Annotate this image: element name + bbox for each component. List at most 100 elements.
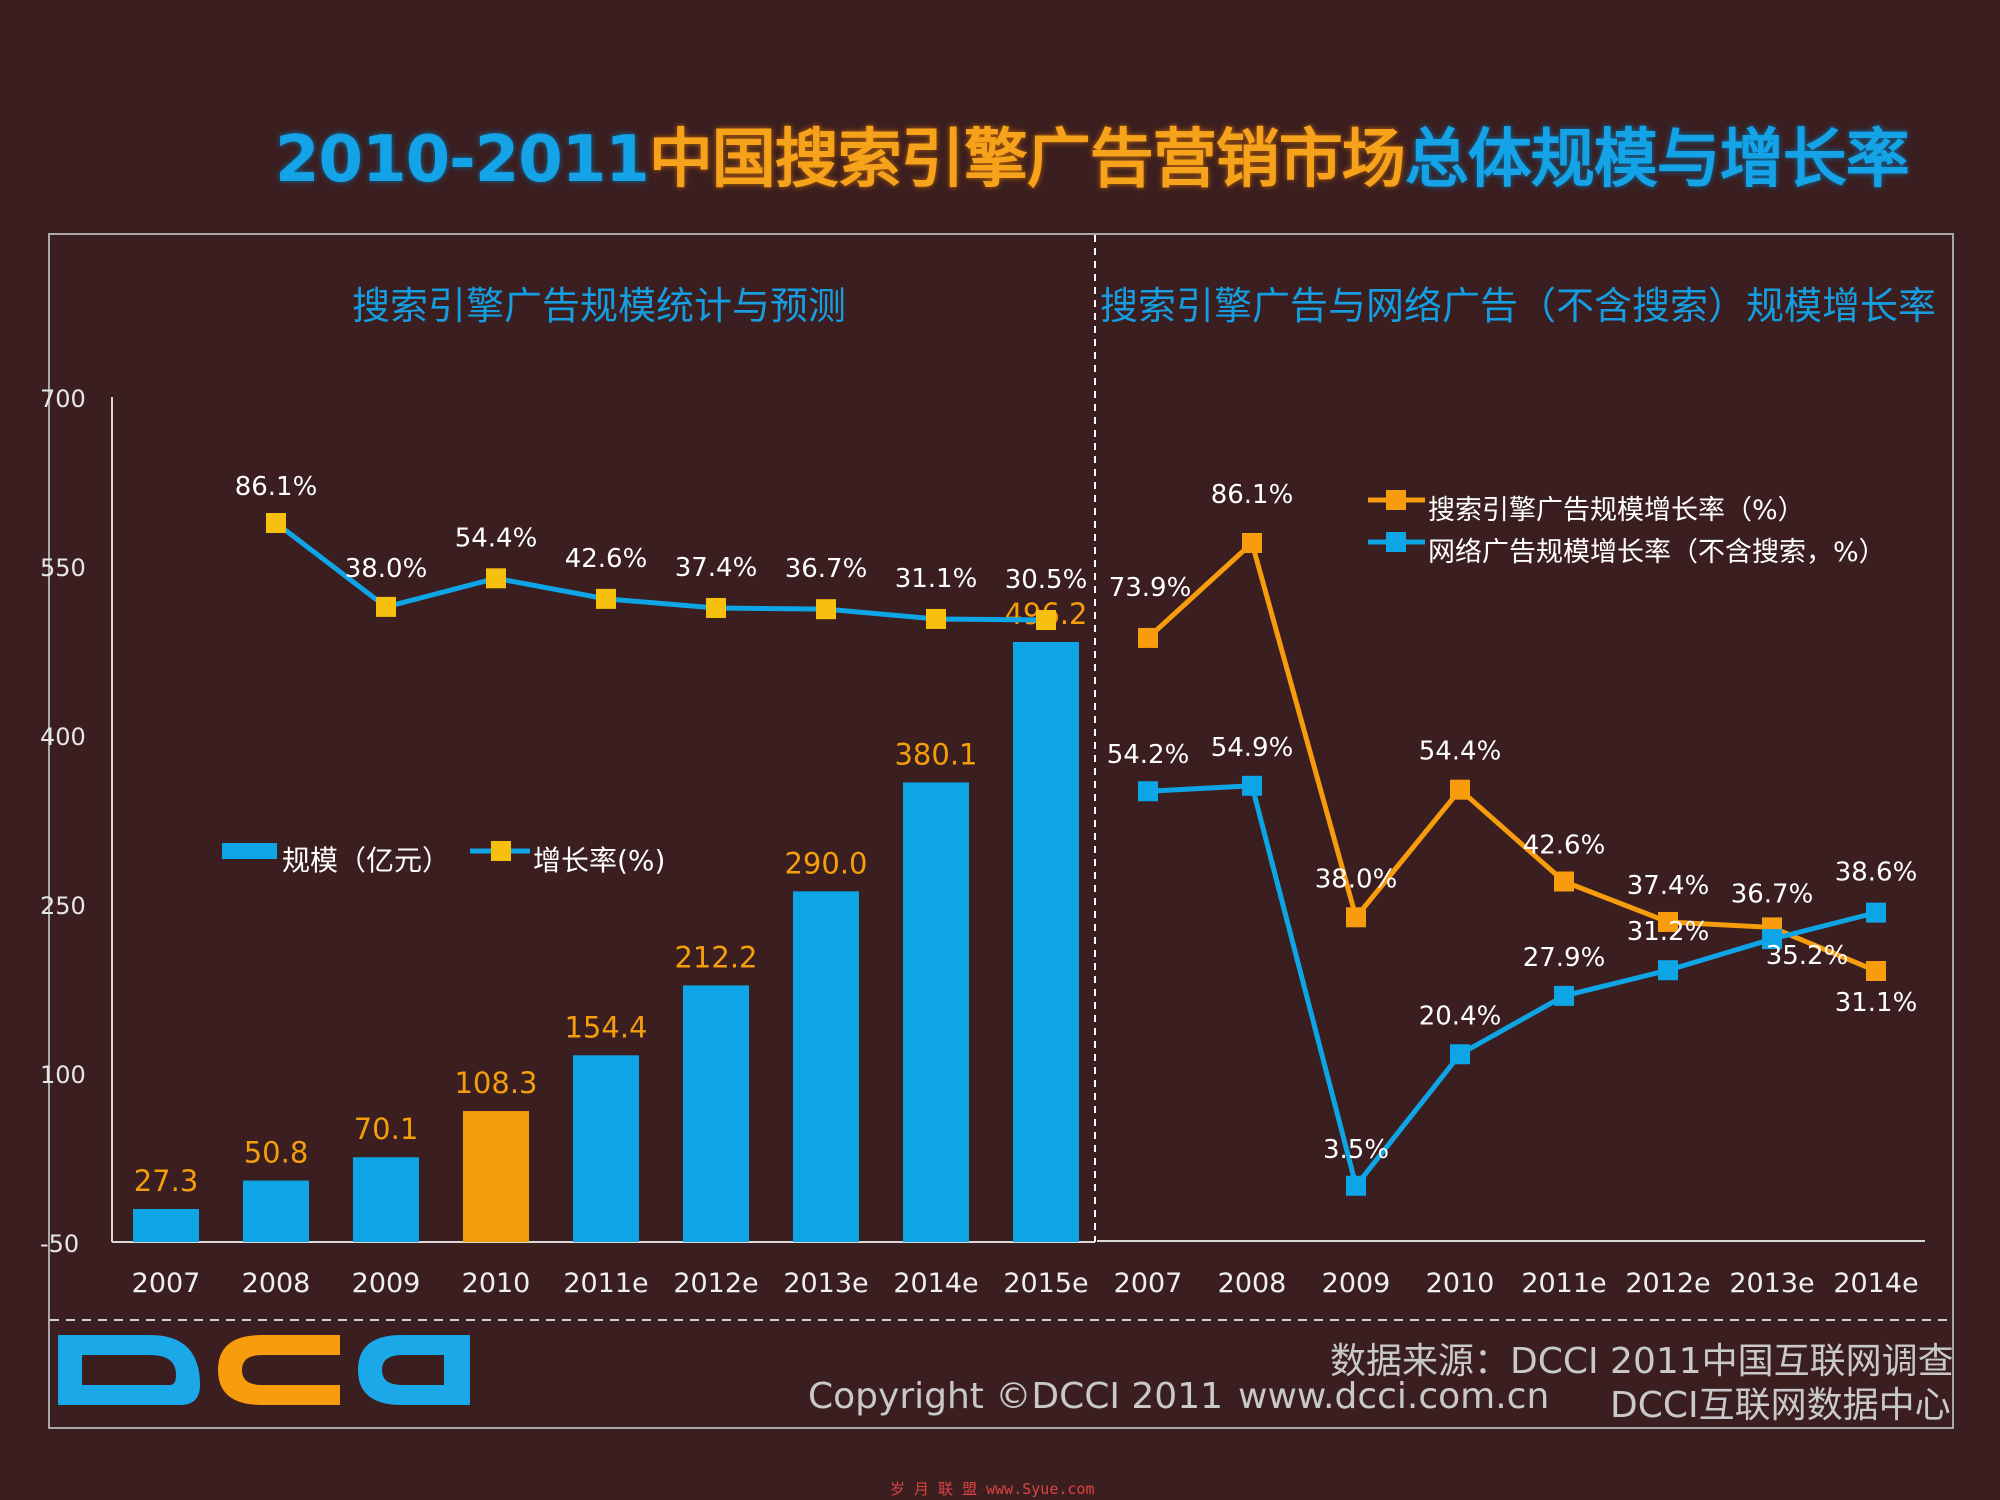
search-growth-label: 86.1% (1211, 480, 1294, 510)
y-tick-label: 100 (40, 1061, 86, 1089)
search-growth-label: 37.4% (1627, 871, 1710, 901)
growth-marker (816, 599, 836, 620)
growth-data-label: 31.1% (895, 564, 978, 594)
network-growth-label: 31.2% (1627, 917, 1710, 947)
bar-data-label: 212.2 (674, 940, 757, 974)
x-tick-label: 2013e (1729, 1268, 1814, 1299)
x-tick-label: 2007 (1114, 1268, 1183, 1299)
x-tick-label: 2014e (1833, 1268, 1918, 1299)
y-tick-label: 550 (40, 554, 86, 582)
growth-marker (926, 608, 946, 629)
bar-data-label: 108.3 (454, 1066, 537, 1100)
legend-line-label: 增长率(%) (533, 844, 665, 877)
network-growth-label: 54.2% (1107, 740, 1190, 770)
growth-marker (266, 513, 286, 533)
logo-letter-c2 (358, 1335, 470, 1405)
search-growth-label: 73.9% (1109, 573, 1192, 603)
bar-data-label: 380.1 (894, 737, 977, 771)
bar (573, 1055, 639, 1242)
network-growth-label: 20.4% (1419, 1001, 1502, 1031)
search-growth-marker (1242, 533, 1262, 553)
network-growth-line (1147, 783, 1877, 1192)
growth-marker (706, 597, 726, 618)
network-growth-marker (1450, 1044, 1470, 1065)
network-growth-marker (1762, 929, 1782, 950)
growth-data-label: 54.4% (455, 523, 538, 553)
title-scale-growth: 总体规模与增长率 (1404, 123, 1910, 197)
title-years: 2010-2011 (275, 123, 650, 197)
x-tick-label: 2011e (563, 1268, 648, 1299)
growth-data-label: 42.6% (565, 544, 648, 574)
bar-data-label: 154.4 (564, 1010, 647, 1044)
x-tick-label: 2007 (132, 1268, 201, 1299)
bar (463, 1111, 529, 1242)
network-growth-marker (1866, 902, 1886, 923)
network-growth-label: 54.9% (1211, 733, 1294, 763)
bar (1013, 642, 1079, 1242)
x-tick-label: 2011e (1521, 1268, 1606, 1299)
bar (683, 985, 749, 1242)
left-chart-subtitle: 搜索引擎广告规模统计与预测 (352, 284, 847, 328)
search-growth-marker (1866, 960, 1886, 981)
right-chart-subtitle: 搜索引擎广告与网络广告（不含搜索）规模增长率 (1100, 284, 1937, 328)
y-tick-label: 250 (40, 892, 86, 920)
legend-network-marker (1386, 532, 1406, 552)
growth-marker (596, 588, 616, 609)
network-growth-marker (1242, 775, 1262, 796)
growth-marker (376, 596, 396, 617)
x-tick-label: 2012e (673, 1268, 758, 1299)
x-tick-label: 2008 (1218, 1268, 1287, 1299)
search-growth-marker (1346, 907, 1366, 928)
growth-data-label: 37.4% (675, 553, 758, 583)
watermark: 岁 月 联 盟 www.Syue.com (890, 1480, 1095, 1498)
search-growth-label: 42.6% (1523, 831, 1606, 861)
content-frame (48, 233, 1954, 1429)
y-tick-label: -50 (40, 1230, 79, 1258)
search-growth-marker (1554, 871, 1574, 892)
legend-bar-swatch (222, 843, 277, 859)
x-tick-label: 2012e (1625, 1268, 1710, 1299)
growth-data-label: 38.0% (345, 554, 428, 584)
bar-data-label: 27.3 (134, 1164, 199, 1198)
legend-network-label: 网络广告规模增长率（不含搜索，%） (1428, 537, 1886, 568)
x-tick-label: 2009 (1322, 1268, 1391, 1299)
growth-line (274, 521, 1047, 623)
bar (353, 1157, 419, 1242)
title-market: 中国搜索引擎广告营销市场 (648, 123, 1406, 197)
x-tick-label: 2013e (783, 1268, 868, 1299)
network-growth-marker (1346, 1175, 1366, 1196)
bar (793, 891, 859, 1242)
x-tick-label: 2015e (1003, 1268, 1088, 1299)
logo-letter-i (444, 1335, 470, 1405)
legend-search-marker (1386, 490, 1406, 510)
network-growth-marker (1658, 960, 1678, 981)
network-growth-label: 38.6% (1835, 858, 1918, 888)
search-growth-marker (1450, 779, 1470, 800)
y-tick-label: 400 (40, 723, 86, 751)
growth-marker (1036, 610, 1056, 630)
y-tick-label: 700 (40, 385, 86, 413)
logo-letter-c1 (218, 1335, 340, 1405)
legend-bar-label: 规模（亿元） (282, 844, 450, 877)
growth-data-label: 86.1% (235, 472, 318, 502)
network-growth-label: 35.2% (1766, 941, 1849, 971)
network-growth-label: 27.9% (1523, 943, 1606, 973)
website[interactable]: www.dcci.com.cn (1238, 1376, 1550, 1417)
x-tick-label: 2008 (242, 1268, 311, 1299)
x-tick-label: 2009 (352, 1268, 421, 1299)
legend-search-label: 搜索引擎广告规模增长率（%） (1428, 495, 1805, 526)
x-tick-label: 2010 (462, 1268, 531, 1299)
bar (903, 782, 969, 1242)
bar-data-label: 290.0 (784, 846, 867, 880)
x-tick-label: 2010 (1426, 1268, 1495, 1299)
search-growth-line (1146, 538, 1877, 974)
growth-data-label: 30.5% (1005, 565, 1088, 595)
search-growth-marker (1658, 911, 1678, 932)
data-center: DCCI互联网数据中心 (1610, 1385, 1951, 1426)
search-growth-label: 31.1% (1835, 988, 1918, 1018)
bar-data-label: 70.1 (354, 1112, 419, 1146)
search-growth-marker (1138, 627, 1158, 648)
legend-line-marker (491, 841, 511, 861)
growth-marker (486, 568, 506, 589)
page-title: 2010-2011中国搜索引擎广告营销市场总体规模与增长率 (275, 108, 1910, 200)
